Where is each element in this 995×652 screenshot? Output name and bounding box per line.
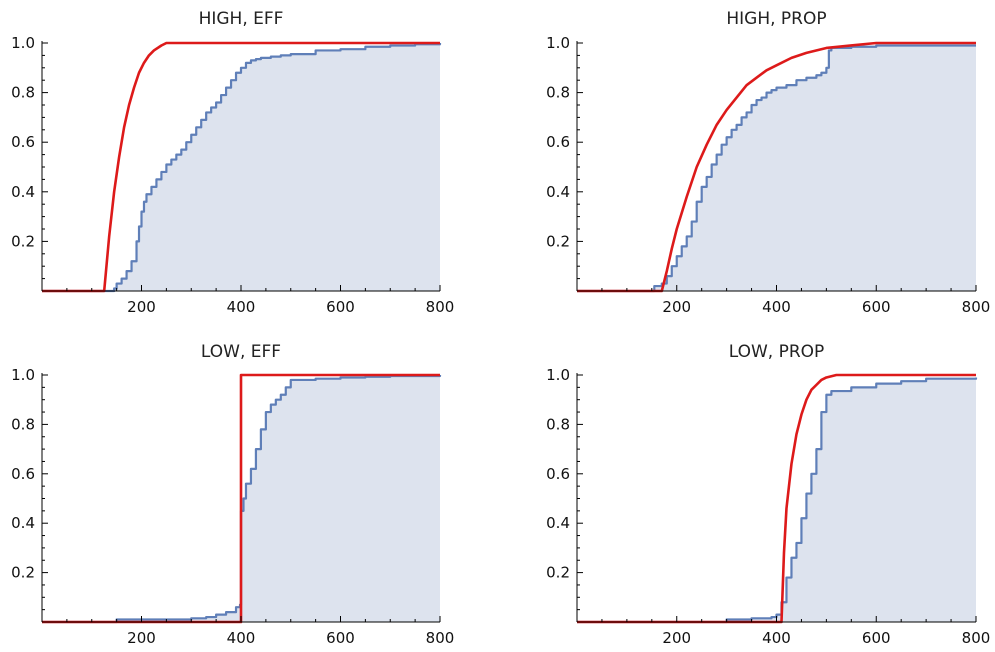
y-tick-label: 0.2 — [11, 564, 35, 582]
y-tick-label: 0.8 — [546, 415, 570, 433]
x-tick-label: 200 — [127, 629, 156, 647]
x-tick-label: 600 — [326, 298, 355, 316]
chart-title: LOW, EFF — [201, 342, 281, 362]
y-tick-label: 1.0 — [546, 34, 570, 52]
chart-panel: HIGH, PROP 200 400 600 800 0.2 0.4 0.6 0.8 1.0 — [546, 9, 990, 316]
chart-panel: LOW, EFF 200 400 600 800 0.2 0.4 0.6 0.8 1.0 — [11, 342, 454, 647]
x-tick-label: 600 — [862, 298, 891, 316]
x-tick-label: 800 — [962, 629, 991, 647]
x-tick-label: 400 — [762, 298, 791, 316]
chart-panel: HIGH, EFF 200 400 600 800 0.2 0.4 0.6 0.8 1.0 — [11, 9, 454, 316]
y-tick-label: 0.4 — [546, 514, 570, 532]
y-tick-label: 0.6 — [11, 465, 35, 483]
ecdf-area — [42, 375, 440, 622]
y-tick-label: 0.8 — [11, 84, 35, 102]
theoretical-cdf-line — [577, 373, 976, 624]
x-tick-label: 400 — [227, 298, 256, 316]
x-tick-label: 600 — [326, 629, 355, 647]
x-tick-label: 200 — [662, 629, 691, 647]
y-tick-label: 0.8 — [546, 84, 570, 102]
x-tick-label: 200 — [127, 298, 156, 316]
y-tick-label: 1.0 — [11, 366, 35, 384]
x-tick-label: 400 — [227, 629, 256, 647]
y-tick-label: 0.2 — [546, 232, 570, 250]
chart-title: LOW, PROP — [729, 342, 825, 362]
ecdf-line — [577, 377, 978, 624]
y-tick-label: 0.8 — [11, 415, 35, 433]
theoretical-cdf-line — [42, 41, 440, 293]
y-tick-label: 0.6 — [546, 133, 570, 151]
x-tick-label: 200 — [662, 298, 691, 316]
y-tick-label: 0.4 — [11, 183, 35, 201]
y-tick-label: 0.6 — [11, 133, 35, 151]
ecdf-line — [42, 374, 442, 624]
y-tick-label: 1.0 — [546, 366, 570, 384]
chart-title: HIGH, EFF — [199, 9, 284, 29]
y-tick-label: 0.4 — [11, 514, 35, 532]
x-tick-label: 800 — [426, 298, 455, 316]
x-tick-label: 800 — [426, 629, 455, 647]
y-tick-label: 0.4 — [546, 183, 570, 201]
ecdf-area — [42, 43, 440, 291]
y-tick-label: 0.6 — [546, 465, 570, 483]
y-tick-label: 0.2 — [11, 232, 35, 250]
ecdf-line — [577, 44, 976, 293]
x-tick-label: 800 — [962, 298, 991, 316]
x-tick-label: 600 — [862, 629, 891, 647]
ecdf-area — [577, 45, 976, 292]
ecdf-line — [42, 43, 442, 293]
y-tick-label: 0.2 — [546, 564, 570, 582]
ecdf-area — [577, 377, 976, 622]
x-tick-label: 400 — [762, 629, 791, 647]
theoretical-cdf-line — [577, 41, 976, 293]
chart-panel: LOW, PROP 200 400 600 800 0.2 0.4 0.6 0.8 1.0 — [546, 342, 990, 647]
y-tick-label: 1.0 — [11, 34, 35, 52]
chart-title: HIGH, PROP — [726, 9, 826, 29]
